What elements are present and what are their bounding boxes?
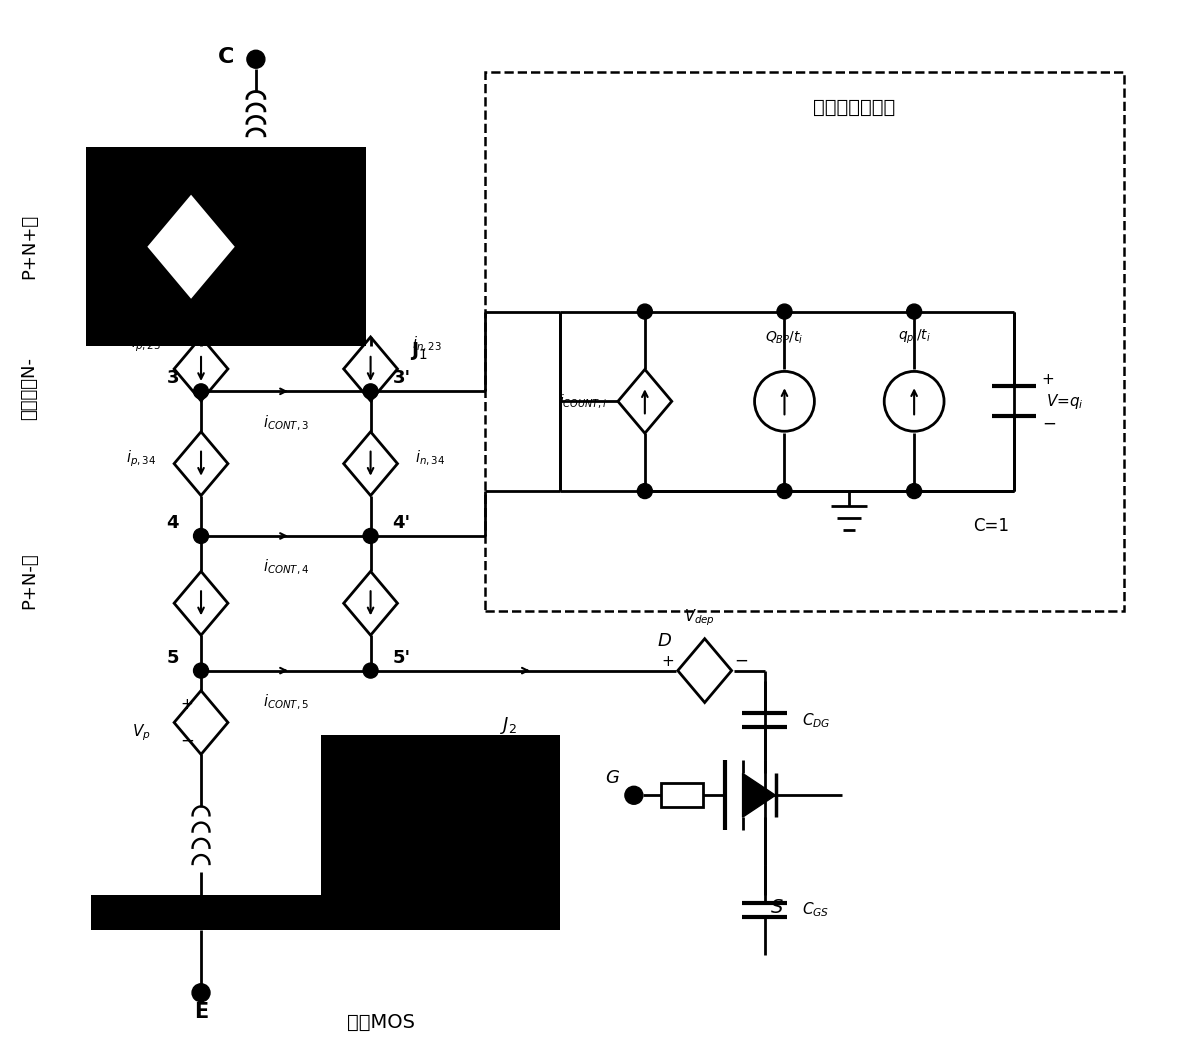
Text: 电流连续性方程: 电流连续性方程 bbox=[813, 97, 895, 116]
Bar bbox=[92, 895, 560, 930]
Circle shape bbox=[624, 787, 643, 804]
Text: $q_{pi}/t_i$: $q_{pi}/t_i$ bbox=[898, 328, 931, 346]
Circle shape bbox=[363, 384, 378, 399]
Text: $i_{p,34}$: $i_{p,34}$ bbox=[126, 449, 157, 469]
Text: +: + bbox=[661, 654, 674, 668]
Text: $V_{dep}$: $V_{dep}$ bbox=[684, 607, 715, 628]
Text: 4: 4 bbox=[166, 514, 179, 532]
Text: 4': 4' bbox=[392, 514, 411, 532]
Polygon shape bbox=[150, 197, 233, 297]
Text: J$_1$: J$_1$ bbox=[410, 340, 429, 363]
Text: $G$: $G$ bbox=[605, 769, 621, 788]
Text: $C_{DG}$: $C_{DG}$ bbox=[802, 711, 830, 730]
Text: $Q_{BP}/t_i$: $Q_{BP}/t_i$ bbox=[766, 331, 803, 346]
Text: +: + bbox=[1041, 372, 1054, 387]
Polygon shape bbox=[742, 773, 775, 817]
Circle shape bbox=[363, 528, 378, 544]
Bar bbox=[86, 147, 365, 346]
Text: $i_{CONT,5}$: $i_{CONT,5}$ bbox=[263, 692, 309, 712]
Text: $V_p$: $V_p$ bbox=[132, 722, 151, 743]
Text: V=$q_i$: V=$q_i$ bbox=[1046, 392, 1084, 411]
Circle shape bbox=[192, 984, 210, 1002]
Circle shape bbox=[193, 663, 209, 678]
Text: 3: 3 bbox=[166, 369, 179, 387]
Text: 5: 5 bbox=[166, 649, 179, 666]
Text: $i_{CONT,3}$: $i_{CONT,3}$ bbox=[263, 413, 309, 433]
Text: +: + bbox=[180, 697, 193, 712]
Text: E: E bbox=[194, 1002, 209, 1022]
Text: $D$: $D$ bbox=[657, 632, 673, 650]
Text: $C_{GS}$: $C_{GS}$ bbox=[802, 901, 829, 919]
Text: $i_{CONT,4}$: $i_{CONT,4}$ bbox=[263, 558, 309, 577]
Text: $S$: $S$ bbox=[769, 897, 783, 917]
Text: $i_{p,23}$: $i_{p,23}$ bbox=[131, 334, 161, 355]
Text: 5': 5' bbox=[392, 649, 411, 666]
Text: J$_2$: J$_2$ bbox=[501, 715, 517, 736]
Text: $i_{COUNT,i}$: $i_{COUNT,i}$ bbox=[558, 392, 607, 410]
Circle shape bbox=[637, 483, 653, 499]
Bar bbox=[661, 783, 703, 808]
Circle shape bbox=[193, 384, 209, 399]
Circle shape bbox=[907, 483, 921, 499]
Text: $i_{n,34}$: $i_{n,34}$ bbox=[416, 449, 445, 469]
Circle shape bbox=[907, 304, 921, 319]
Circle shape bbox=[193, 528, 209, 544]
Text: C=1: C=1 bbox=[973, 517, 1008, 535]
Circle shape bbox=[777, 483, 792, 499]
Text: −: − bbox=[1041, 414, 1055, 432]
Text: P+N-结: P+N-结 bbox=[20, 552, 39, 609]
Circle shape bbox=[637, 304, 653, 319]
Text: C: C bbox=[218, 47, 234, 67]
Circle shape bbox=[247, 50, 265, 68]
Circle shape bbox=[363, 663, 378, 678]
Circle shape bbox=[777, 304, 792, 319]
Text: −: − bbox=[180, 731, 194, 749]
Text: P+N+结: P+N+结 bbox=[20, 214, 39, 279]
Bar bbox=[320, 735, 560, 895]
Text: 宽基区⿄N-: 宽基区⿄N- bbox=[20, 358, 39, 420]
Text: 3': 3' bbox=[392, 369, 411, 387]
Text: $i_{n,23}$: $i_{n,23}$ bbox=[412, 335, 443, 354]
Text: −: − bbox=[735, 652, 748, 669]
Text: 栊极MOS: 栊极MOS bbox=[346, 1014, 415, 1032]
